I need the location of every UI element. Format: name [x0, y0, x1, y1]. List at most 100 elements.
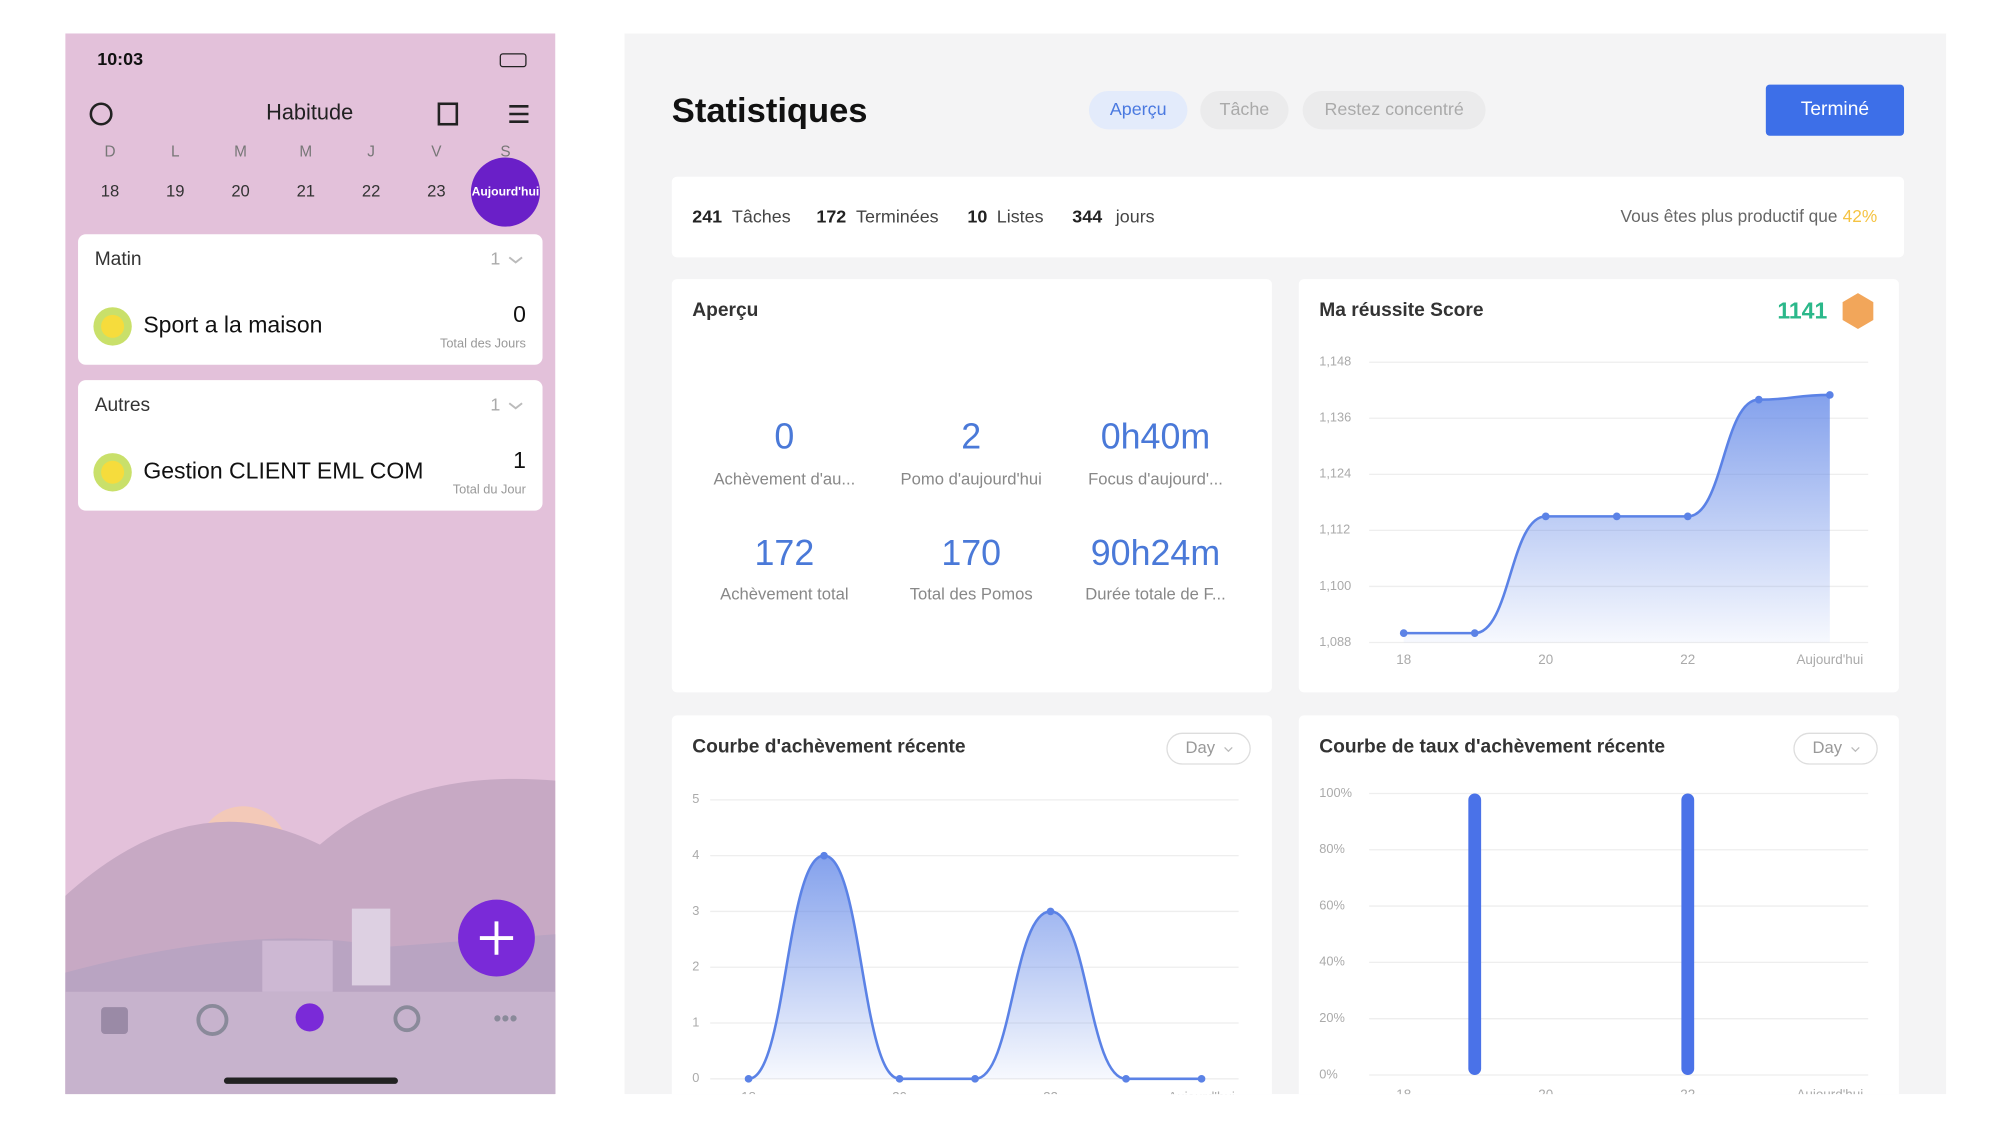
stats-panel: Statistiques Aperçu Tâche Restez concentré T…	[624, 33, 1947, 1105]
screen-title: Habitude	[266, 100, 353, 125]
line-point	[1470, 629, 1479, 637]
summary-value: 172	[816, 206, 846, 226]
status-time: 10:03	[97, 49, 143, 69]
metric-value: 0	[774, 416, 794, 456]
line-point	[1122, 1074, 1130, 1083]
weekday: L	[171, 143, 180, 160]
x-tick-label: Aujourd'hui	[1796, 652, 1863, 667]
x-tick-label: 22	[1043, 1090, 1058, 1105]
summary-card	[671, 176, 1905, 258]
weekday: J	[367, 143, 375, 160]
metric-value: 172	[755, 533, 815, 573]
tab-label: Tâche	[1220, 99, 1270, 119]
line-point	[744, 1074, 753, 1083]
line-point	[1825, 391, 1834, 399]
period-label: Day	[1185, 738, 1215, 757]
habit-name[interactable]: Gestion CLIENT EML COM	[143, 457, 423, 483]
overview-card	[671, 279, 1272, 693]
section-count[interactable]: 1	[490, 394, 500, 414]
summary-value: 241	[692, 206, 722, 226]
tab-tasks[interactable]	[101, 1007, 128, 1035]
weekday: S	[500, 143, 510, 160]
tab[interactable]	[1302, 90, 1486, 130]
date[interactable]: 18	[101, 181, 120, 200]
metric-label: Focus d'aujourd'...	[1088, 469, 1223, 488]
y-tick-label: 100%	[1319, 785, 1352, 800]
metric-label: Pomo d'aujourd'hui	[901, 469, 1042, 488]
date[interactable]: 20	[231, 181, 250, 200]
weekday: M	[299, 143, 312, 160]
tab-search[interactable]	[393, 1005, 421, 1033]
done-button[interactable]	[1765, 84, 1905, 136]
x-tick-label: Aujourd'hui	[1168, 1090, 1235, 1105]
y-tick-label: 1,136	[1319, 410, 1351, 425]
battery	[499, 53, 527, 68]
y-tick-label: 0	[692, 1070, 699, 1085]
line	[748, 854, 1202, 1081]
metric-label: Achèvement d'au...	[713, 469, 855, 488]
card-title: Aperçu	[692, 300, 758, 321]
habit-name[interactable]: Sport a la maison	[143, 311, 322, 337]
tab[interactable]	[1088, 90, 1188, 130]
y-tick-label: 5	[692, 791, 699, 806]
today-highlight	[470, 157, 540, 227]
chevron	[508, 256, 523, 264]
bar	[1468, 793, 1482, 1075]
line-point	[820, 851, 828, 860]
weekday: D	[104, 143, 115, 160]
history-icon[interactable]	[89, 102, 113, 126]
line-area	[748, 855, 1202, 1079]
line-point	[895, 1074, 904, 1083]
line-point	[1612, 512, 1621, 521]
y-tick-label: 2	[692, 959, 699, 974]
habit-caption: Total des Jours	[440, 336, 526, 351]
date[interactable]: 23	[427, 181, 446, 200]
habit-icon-face	[101, 460, 125, 484]
summary-value: 344	[1072, 206, 1102, 226]
date[interactable]: 21	[297, 181, 316, 200]
y-tick-label: 3	[692, 903, 699, 918]
chevron	[1224, 746, 1233, 753]
x-tick-label: 20	[1538, 1087, 1553, 1102]
metric-value: 170	[941, 533, 1001, 573]
tab[interactable]	[1200, 90, 1289, 130]
section-count[interactable]: 1	[490, 249, 500, 269]
layout-icon[interactable]	[437, 102, 459, 126]
chevron	[1851, 746, 1860, 753]
phone-screen: ••• 10:03 Habitude D L M M J V S 18 19 20 21 22 23 Aujo…	[65, 33, 556, 1095]
period-label: Day	[1812, 738, 1842, 757]
date[interactable]: Aujourd'hui	[472, 184, 540, 198]
date[interactable]: 19	[166, 181, 185, 200]
line-point	[1197, 1074, 1206, 1083]
period-select[interactable]	[1166, 732, 1251, 765]
tab-more[interactable]: •••	[493, 1005, 517, 1031]
weekday: M	[234, 143, 247, 160]
summary-label: Tâches	[732, 206, 791, 226]
habit-icon-face	[101, 314, 125, 338]
y-tick-label: 20%	[1319, 1010, 1345, 1025]
x-tick-label: 18	[1396, 1087, 1411, 1102]
weekday: V	[431, 143, 442, 160]
period-select[interactable]	[1793, 732, 1878, 765]
summary-label: Listes	[997, 206, 1044, 226]
line-point	[1683, 512, 1692, 521]
date[interactable]: 22	[362, 181, 381, 200]
card-title: Courbe d'achèvement récente	[692, 736, 966, 757]
list-icon[interactable]	[509, 105, 529, 123]
habit-caption: Total du Jour	[453, 482, 527, 497]
tab-label: Restez concentré	[1324, 99, 1463, 119]
tab-habits[interactable]	[295, 1003, 324, 1032]
x-tick-label: 18	[741, 1090, 756, 1105]
tab-pomo[interactable]	[196, 1003, 229, 1036]
y-tick-label: 1,124	[1319, 466, 1351, 481]
line-point	[971, 1074, 979, 1083]
building	[351, 908, 391, 986]
building	[262, 940, 333, 992]
line-point	[1046, 907, 1055, 916]
metric-value: 2	[961, 416, 981, 456]
rate-card	[1298, 715, 1899, 1095]
habit-value: 0	[513, 301, 526, 327]
card-title: Ma réussite Score	[1319, 300, 1484, 321]
bar	[1681, 793, 1695, 1075]
